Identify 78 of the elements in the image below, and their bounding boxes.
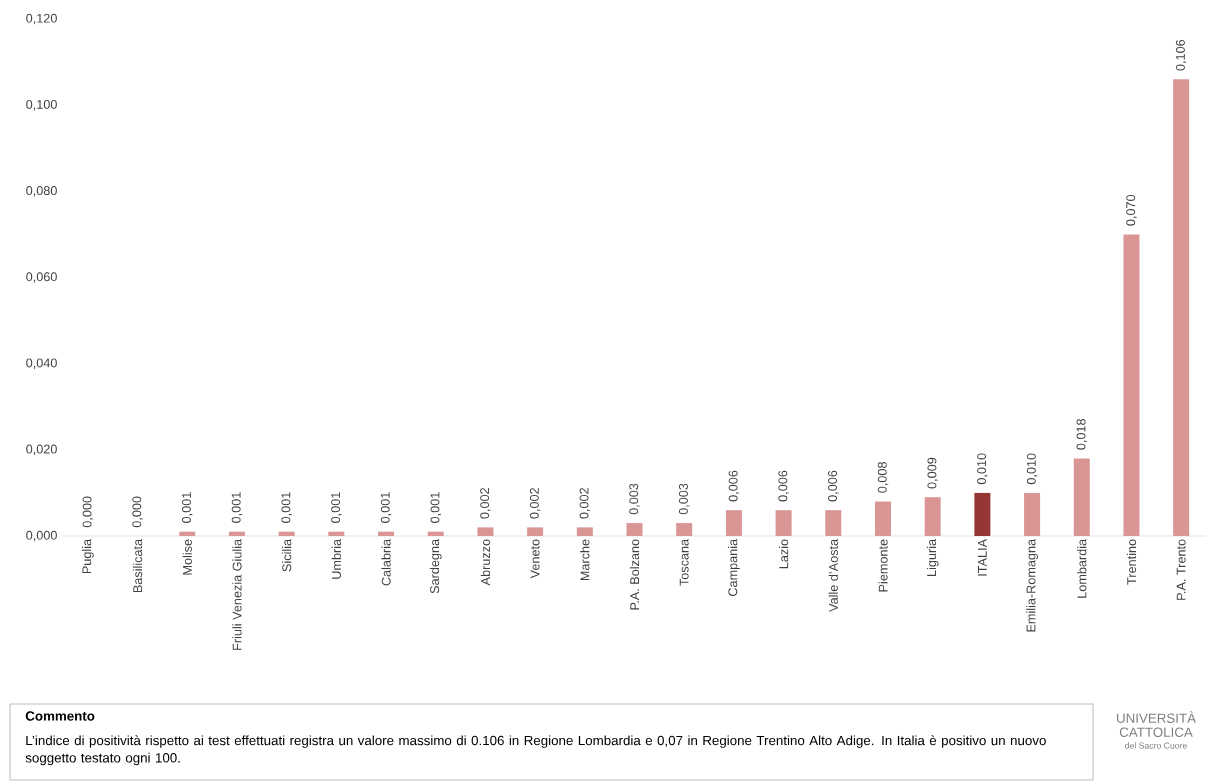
data-label: 0,006 <box>778 470 789 502</box>
y-tick-label: 0,060 <box>26 272 57 283</box>
data-label: 0,001 <box>430 492 441 523</box>
data-label: 0,006 <box>828 470 839 502</box>
y-tick-label: 0,080 <box>26 186 57 197</box>
data-label: 0,010 <box>1026 453 1038 485</box>
data-label: 0,006 <box>728 470 740 502</box>
text: L’indice di positività rispetto ai test effettuati registra un valore massimo di 0.106 in Regione Lombardia e 0,07 in Regione Trentino Alto Adige. In Italia è positivo un nuovo soggetto testato ogni 100. <box>25 735 1046 766</box>
bar <box>527 527 544 536</box>
data-label: 0,001 <box>231 492 243 523</box>
x-tick-label: Liguria <box>926 538 939 576</box>
bar <box>1024 492 1041 536</box>
data-label: 0,001 <box>331 492 342 523</box>
data-label: 0,001 <box>182 492 193 523</box>
data-label: 0,002 <box>579 488 591 519</box>
data-label: 0,010 <box>977 453 988 485</box>
y-tick-label: 0,040 <box>26 358 57 369</box>
data-label: 0,001 <box>380 492 392 523</box>
x-tick-label: Campania <box>727 538 740 597</box>
data-label: 0,002 <box>529 488 541 519</box>
x-tick-label: Abruzzo <box>480 539 491 586</box>
bar <box>874 501 891 536</box>
data-label: 0,009 <box>927 457 938 489</box>
data-label: 0,018 <box>1076 419 1088 450</box>
x-tick-label: Lombardia <box>1077 538 1087 598</box>
x-tick-label: Friuli Venezia Giulia <box>232 538 242 650</box>
text: UNIVERSITÀ CATTOLICA <box>1117 711 1196 737</box>
y-tick-label: 0,000 <box>26 530 57 542</box>
bar <box>1123 234 1140 536</box>
bar <box>725 510 742 536</box>
x-tick-label: Sicilia <box>281 538 292 572</box>
x-tick-label: Lazio <box>778 539 789 569</box>
x-tick-label: Emilia-Romagna <box>1026 538 1038 632</box>
bar <box>1073 458 1090 536</box>
data-label: 0,106 <box>1175 39 1187 71</box>
x-tick-label: Molise <box>182 539 192 575</box>
x-tick-label: ITALIA <box>978 538 987 576</box>
data-label: 0,003 <box>678 483 690 515</box>
x-tick-label: Basilicata <box>132 538 143 593</box>
data-label: 0,000 <box>132 496 143 528</box>
x-tick-label: Piemonte <box>878 539 888 592</box>
x-tick-label: Marche <box>580 539 590 581</box>
y-tick-label: 0,020 <box>26 444 57 456</box>
bar <box>974 492 991 536</box>
bar <box>825 510 842 536</box>
data-label: 0,070 <box>1126 194 1137 226</box>
bar <box>775 510 792 536</box>
y-tick-label: 0,100 <box>26 99 57 111</box>
x-tick-label: Sardegna <box>429 538 442 594</box>
bar <box>477 527 494 536</box>
bar <box>626 523 643 536</box>
bar <box>228 531 245 536</box>
y-tick-label: 0,120 <box>26 13 57 25</box>
bar <box>278 531 295 536</box>
data-label: 0,001 <box>281 492 292 523</box>
bar <box>676 523 693 536</box>
x-tick-label: Toscana <box>679 538 689 586</box>
x-tick-label: Valle d’Aosta <box>828 538 838 612</box>
x-tick-label: Veneto <box>530 539 540 579</box>
bar <box>576 527 593 536</box>
text: Commento <box>25 711 95 721</box>
x-tick-label: P.A. Bolzano <box>629 539 640 610</box>
bar <box>328 531 345 536</box>
x-tick-label: Calabria <box>381 538 391 586</box>
data-label: 0,008 <box>877 462 889 493</box>
bar <box>427 531 444 536</box>
x-tick-label: Umbria <box>331 538 341 579</box>
bar <box>924 497 941 536</box>
data-label: 0,000 <box>82 496 94 528</box>
bar <box>179 531 196 536</box>
text: del Sacro Cuore <box>1125 742 1187 749</box>
x-tick-label: Trentino <box>1126 539 1137 585</box>
x-tick-label: P.A. Trento <box>1176 539 1186 600</box>
bar <box>378 531 395 536</box>
data-label: 0,002 <box>480 488 491 519</box>
x-tick-label: Puglia <box>81 538 94 574</box>
bar <box>1173 79 1190 536</box>
data-label: 0,003 <box>629 483 640 515</box>
